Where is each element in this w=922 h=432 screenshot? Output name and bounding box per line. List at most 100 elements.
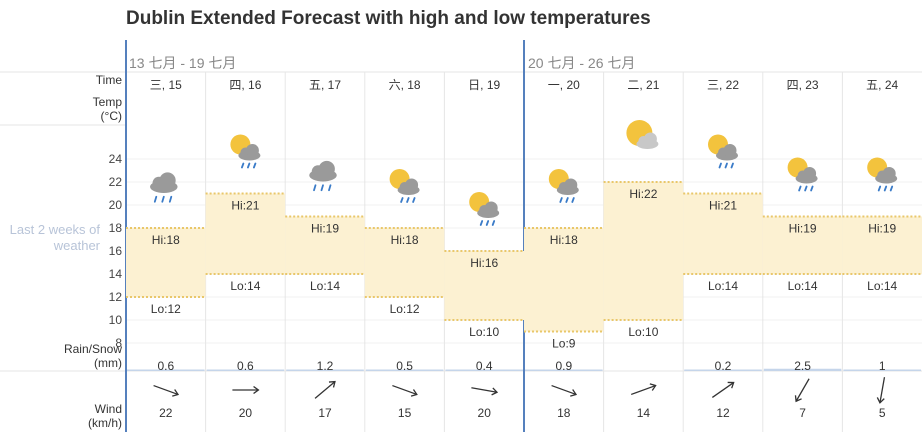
wind-row-label: Wind (km/h) xyxy=(60,402,122,430)
day-label: 三, 22 xyxy=(707,78,739,92)
wind-arrow-shaft xyxy=(392,384,418,396)
wind-unit-line: (km/h) xyxy=(88,416,122,430)
rain-drop xyxy=(406,197,410,203)
sun-cloud-icon xyxy=(626,120,659,149)
rain-drop xyxy=(246,162,251,169)
wind-arrow-head xyxy=(491,387,499,396)
wind-arrow-head xyxy=(172,389,180,397)
past-weather-link[interactable]: Last 2 weeks of weather xyxy=(0,222,100,254)
low-temp-label: Lo:14 xyxy=(788,279,818,293)
temperature-band xyxy=(285,216,365,274)
low-temp-label: Lo:10 xyxy=(469,325,499,339)
temperature-band xyxy=(364,228,445,297)
rain-amount-label: 2.5 xyxy=(794,359,811,373)
temperature-band xyxy=(603,182,684,320)
high-temp-label: Hi:18 xyxy=(550,233,578,247)
rain-drop xyxy=(485,220,490,226)
past-weather-line: Last 2 weeks of xyxy=(9,222,100,237)
rain-unit-line: (mm) xyxy=(94,356,122,370)
rain-drop xyxy=(877,185,882,192)
temperature-band xyxy=(762,216,843,274)
wind-arrow-shaft xyxy=(630,384,656,396)
y-tick-label: 22 xyxy=(109,175,123,189)
cloud-shape xyxy=(405,178,419,192)
cloud-rain-icon xyxy=(309,160,337,192)
temp-row-label: Temp (°C) xyxy=(60,95,122,123)
sun-cloud-rain-icon xyxy=(230,134,261,169)
past-weather-line: weather xyxy=(53,238,100,253)
cloud-shape xyxy=(318,160,335,178)
high-temp-label: Hi:22 xyxy=(629,187,657,201)
wind-speed-label: 20 xyxy=(239,406,253,420)
low-temp-label: Lo:14 xyxy=(708,279,738,293)
rain-drop xyxy=(810,185,814,192)
wind-arrow-head xyxy=(410,389,418,397)
cloud-shape xyxy=(723,144,737,157)
y-tick-label: 14 xyxy=(109,267,123,281)
wind-arrow-shaft xyxy=(471,387,498,393)
rain-drop xyxy=(718,162,722,169)
rain-bar xyxy=(763,368,842,371)
chart-title: Dublin Extended Forecast with high and l… xyxy=(126,8,651,29)
rain-drop xyxy=(400,197,404,203)
sun-cloud-rain-icon xyxy=(548,169,579,203)
sun-cloud-rain-icon xyxy=(389,169,420,203)
rain-bar xyxy=(843,369,921,371)
temperature-band xyxy=(842,216,922,274)
wind-arrow-head xyxy=(794,395,802,403)
rain-amount-label: 0.2 xyxy=(715,359,732,373)
wind-arrow-head xyxy=(328,380,336,388)
wind-speed-label: 15 xyxy=(398,406,412,420)
low-temp-label: Lo:14 xyxy=(867,279,897,293)
rain-drop xyxy=(161,195,165,203)
sun-cloud-rain-icon xyxy=(867,157,898,192)
cloud-shape xyxy=(803,167,817,180)
rain-drop xyxy=(571,197,575,203)
wind-speed-label: 20 xyxy=(478,406,492,420)
sun-cloud-rain-icon xyxy=(787,157,818,192)
low-temp-label: Lo:14 xyxy=(310,279,340,293)
rain-drop xyxy=(730,162,734,169)
high-temp-label: Hi:21 xyxy=(709,199,737,213)
rain-drop xyxy=(724,162,728,169)
y-tick-label: 24 xyxy=(109,152,123,166)
temperature-band xyxy=(524,228,604,332)
week-range-label: 20 七月 - 26 七月 xyxy=(528,55,636,71)
temp-unit-line: (°C) xyxy=(100,109,122,123)
rain-bar xyxy=(684,369,762,371)
cloud-shape xyxy=(564,178,578,192)
low-temp-label: Lo:9 xyxy=(552,337,576,351)
sun-cloud-rain-icon xyxy=(708,134,738,169)
cloud-shape xyxy=(882,167,896,180)
day-label: 四, 23 xyxy=(787,78,819,92)
temperature-band xyxy=(126,228,206,297)
rain-drop xyxy=(320,184,324,192)
temperature-band xyxy=(683,193,763,274)
wind-label-line: Wind xyxy=(94,402,122,416)
rain-drop xyxy=(883,185,888,192)
rain-drop xyxy=(240,162,245,169)
day-label: 六, 18 xyxy=(389,78,421,92)
rain-drop xyxy=(889,185,894,192)
wind-arrow-shaft xyxy=(314,381,336,399)
high-temp-label: Hi:19 xyxy=(789,222,817,236)
rain-amount-label: 1 xyxy=(879,359,886,373)
rain-bar xyxy=(206,369,285,371)
high-temp-label: Hi:16 xyxy=(470,256,498,270)
day-label: 四, 16 xyxy=(229,78,261,92)
week-range-label: 13 七月 - 19 七月 xyxy=(129,55,237,71)
day-label: 一, 20 xyxy=(548,78,580,92)
high-temp-label: Hi:19 xyxy=(868,222,896,236)
wind-arrow-shaft xyxy=(711,382,735,398)
high-temp-label: Hi:21 xyxy=(231,199,259,213)
high-temp-label: Hi:18 xyxy=(152,233,180,247)
day-label: 五, 17 xyxy=(309,78,341,92)
rain-drop xyxy=(153,195,158,203)
sun-cloud-rain-icon xyxy=(469,192,500,226)
low-temp-label: Lo:12 xyxy=(151,302,181,316)
y-tick-label: 8 xyxy=(115,336,122,350)
y-tick-label: 12 xyxy=(109,290,123,304)
rain-drop xyxy=(168,195,173,203)
temperature-band xyxy=(205,193,286,274)
